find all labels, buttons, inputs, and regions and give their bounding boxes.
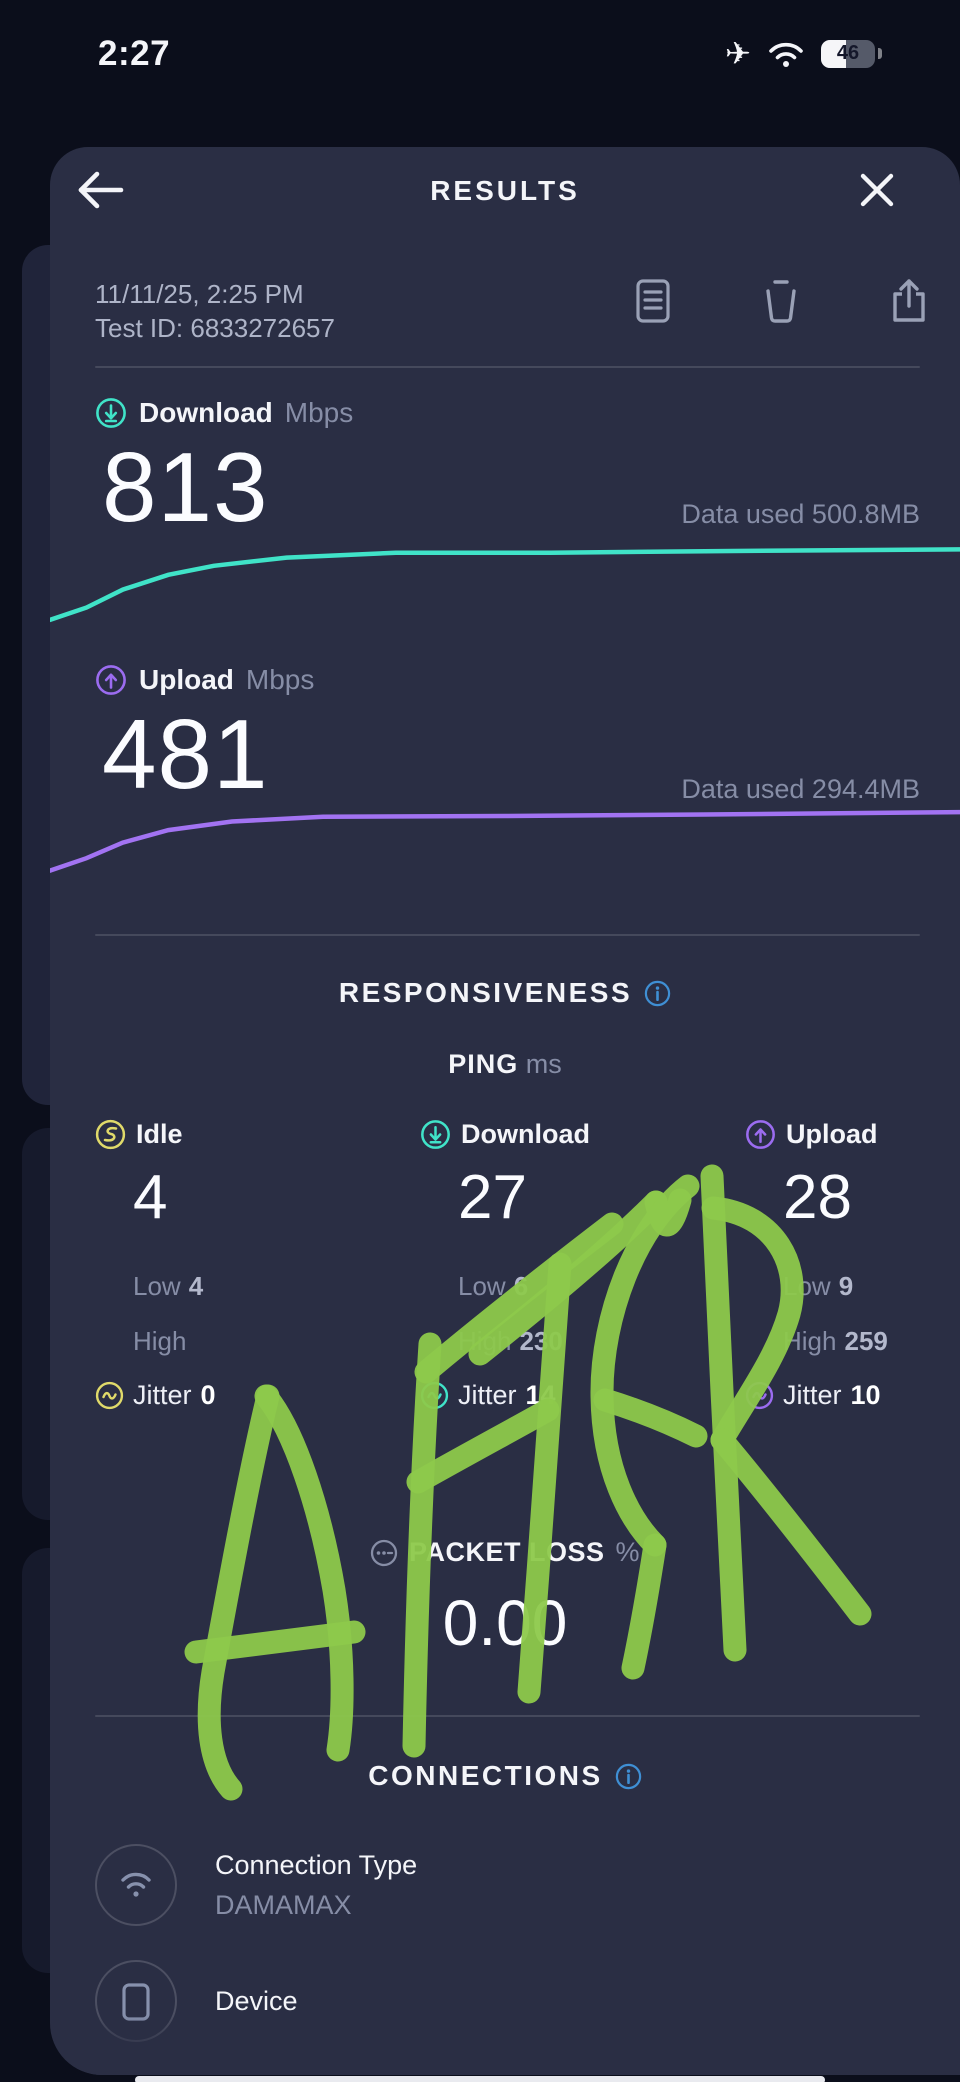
download-header: Download Mbps <box>95 397 353 429</box>
connection-avatar <box>95 1844 177 1926</box>
ping-subtitle: PING ms <box>50 1049 960 1080</box>
ping-unit: ms <box>525 1049 562 1079</box>
packet-loss-section: PACKET LOSS % 0.00 <box>50 1537 960 1660</box>
ping-column-idle: Idle 4 Low 4 High Jitter 0 <box>95 1117 420 1411</box>
packet-loss-value: 0.00 <box>442 1586 568 1659</box>
battery-percent: 46 <box>836 42 860 64</box>
upload-header: Upload Mbps <box>95 664 314 696</box>
packet-loss-icon <box>370 1539 398 1566</box>
download-ping-label: Download <box>461 1118 590 1149</box>
upload-ping-label: Upload <box>786 1118 878 1149</box>
upload-speed-chart <box>50 809 960 873</box>
upload-data-used: Data used 294.4MB <box>681 774 920 804</box>
download-low-label: Low <box>458 1271 506 1301</box>
idle-ping-icon <box>95 1119 126 1149</box>
wifi-icon <box>121 1872 151 1897</box>
responsiveness-title-text: RESPONSIVENESS <box>338 977 633 1008</box>
download-ping-icon <box>421 1119 450 1149</box>
home-indicator[interactable] <box>135 2076 825 2082</box>
page-title: RESULTS <box>430 175 580 206</box>
download-value: 813 <box>102 432 269 542</box>
info-icon[interactable] <box>615 1763 642 1790</box>
download-jitter-value: 14 <box>525 1379 556 1410</box>
upload-jitter-label: Jitter <box>783 1379 842 1410</box>
idle-low-label: Low <box>133 1271 181 1301</box>
responsiveness-title: RESPONSIVENESS <box>50 977 960 1009</box>
results-card: RESULTS 11/11/25, 2:25 PM Test ID: 68332… <box>50 147 960 2075</box>
download-data-used: Data used 500.8MB <box>681 499 920 529</box>
connection-type-row: Connection Type DAMAMAX <box>95 1844 417 1926</box>
upload-circle-icon <box>96 665 126 695</box>
upload-jitter-icon <box>745 1381 774 1409</box>
bottom-fade <box>50 2015 960 2075</box>
download-circle-icon <box>96 398 126 428</box>
test-meta: 11/11/25, 2:25 PM Test ID: 6833272657 <box>95 277 335 345</box>
upload-high-value: 259 <box>844 1326 888 1356</box>
upload-unit: Mbps <box>245 664 315 695</box>
back-arrow-icon <box>78 171 124 209</box>
download-high-label: High <box>458 1326 512 1356</box>
upload-jitter-value: 10 <box>850 1379 881 1410</box>
upload-ping-icon <box>746 1119 775 1149</box>
download-jitter-label: Jitter <box>458 1379 517 1410</box>
divider <box>95 366 920 368</box>
idle-jitter-label: Jitter <box>133 1379 192 1410</box>
airplane-mode-icon: ✈︎ <box>725 36 751 71</box>
test-date: 11/11/25, 2:25 PM <box>95 279 304 309</box>
idle-label: Idle <box>136 1118 183 1149</box>
upload-label: Upload <box>139 664 234 695</box>
connections-title-text: CONNECTIONS <box>368 1760 603 1791</box>
status-bar: 2:27 ✈︎ 46 <box>0 0 960 95</box>
divider <box>95 934 920 936</box>
upload-low-value: 9 <box>838 1271 854 1301</box>
ping-label: PING <box>448 1049 519 1079</box>
upload-low-label: Low <box>783 1271 831 1301</box>
download-high-value: 230 <box>519 1326 563 1356</box>
idle-jitter-value: 0 <box>200 1379 216 1410</box>
clock: 2:27 <box>98 34 171 73</box>
download-low-value: 6 <box>513 1271 529 1301</box>
idle-ping-value: 4 <box>133 1163 168 1232</box>
battery-nub <box>878 48 882 59</box>
results-list-button[interactable] <box>634 278 672 324</box>
upload-high-label: High <box>783 1326 837 1356</box>
share-result-button[interactable] <box>890 277 928 324</box>
results-list-icon <box>636 278 670 323</box>
ping-column-download: Download 27 Low 6 High 230 Jitter 14 <box>420 1117 745 1411</box>
ping-column-upload: Upload 28 Low 9 High 259 Jitter 10 <box>745 1117 940 1411</box>
connection-type-value: DAMAMAX <box>215 1889 352 1920</box>
upload-value: 481 <box>102 699 269 809</box>
divider <box>95 1715 920 1717</box>
download-label: Download <box>139 397 273 428</box>
connections-title: CONNECTIONS <box>50 1760 960 1792</box>
packet-loss-unit: % <box>615 1537 641 1567</box>
download-ping-value: 27 <box>458 1163 527 1232</box>
idle-low-value: 4 <box>188 1271 204 1301</box>
wifi-status-icon <box>769 42 803 67</box>
device-label: Device <box>215 1985 298 2016</box>
battery-fill <box>821 39 846 68</box>
idle-jitter-icon <box>95 1381 124 1409</box>
test-id: Test ID: 6833272657 <box>95 313 335 343</box>
close-icon <box>860 173 894 207</box>
download-unit: Mbps <box>284 397 354 428</box>
connection-type-label: Connection Type <box>215 1849 418 1880</box>
download-speed-chart <box>50 547 960 623</box>
idle-high-label: High <box>133 1326 187 1356</box>
share-icon <box>893 279 925 322</box>
upload-ping-value: 28 <box>783 1163 852 1232</box>
download-jitter-icon <box>420 1381 449 1409</box>
packet-loss-label: PACKET LOSS <box>408 1537 605 1567</box>
battery-indicator: 46 <box>821 39 875 68</box>
close-button[interactable] <box>856 169 898 211</box>
info-icon[interactable] <box>644 980 671 1007</box>
trash-icon <box>766 280 796 323</box>
ping-grid: Idle 4 Low 4 High Jitter 0 <box>95 1117 940 1411</box>
delete-result-button[interactable] <box>760 277 802 324</box>
back-button[interactable] <box>74 167 126 213</box>
device-row: Device <box>95 1960 298 2042</box>
